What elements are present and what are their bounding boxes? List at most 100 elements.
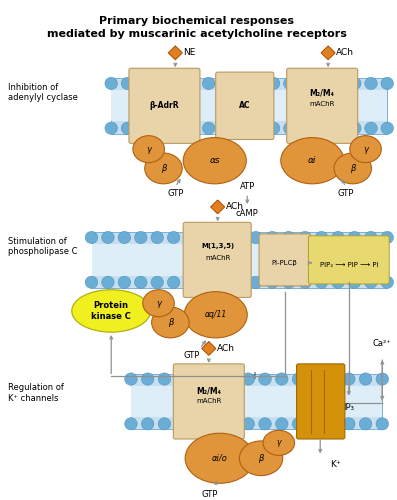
FancyBboxPatch shape [173,364,244,439]
Circle shape [299,232,311,243]
Text: β: β [161,164,166,173]
Circle shape [251,122,264,134]
Ellipse shape [239,441,283,476]
Circle shape [175,373,187,385]
Polygon shape [202,342,216,355]
Circle shape [121,78,134,90]
Circle shape [85,232,98,243]
Text: β-AdrR: β-AdrR [150,102,179,110]
Circle shape [282,232,295,243]
Circle shape [283,78,296,90]
Circle shape [251,78,264,90]
Text: γ: γ [156,298,161,308]
Circle shape [137,78,150,90]
Circle shape [125,373,137,385]
Text: cAMP: cAMP [236,209,258,218]
Circle shape [316,78,329,90]
Circle shape [170,78,183,90]
Text: Stimulation of
phospholipase C: Stimulation of phospholipase C [8,237,77,256]
Circle shape [266,232,279,243]
Polygon shape [211,200,225,213]
Circle shape [184,232,197,243]
Text: Regulation of
K⁺ channels: Regulation of K⁺ channels [8,383,64,402]
Circle shape [381,78,393,90]
Text: IP₃: IP₃ [343,402,354,411]
Circle shape [175,418,187,430]
Text: M₂/M₄: M₂/M₄ [196,386,221,396]
Circle shape [151,276,164,288]
Circle shape [158,418,171,430]
Text: ACh: ACh [336,48,354,58]
Polygon shape [321,46,335,60]
Circle shape [348,276,361,288]
Circle shape [326,373,338,385]
Circle shape [359,418,372,430]
Circle shape [349,122,361,134]
Circle shape [225,418,238,430]
Circle shape [235,122,247,134]
Ellipse shape [133,136,164,162]
Text: mAChR: mAChR [196,398,222,404]
Ellipse shape [185,433,254,484]
Circle shape [365,78,377,90]
Circle shape [365,122,377,134]
Circle shape [158,373,171,385]
Circle shape [105,122,118,134]
Circle shape [202,122,215,134]
Circle shape [267,78,280,90]
Circle shape [250,276,262,288]
Circle shape [219,78,231,90]
Circle shape [121,122,134,134]
Circle shape [381,276,393,288]
Ellipse shape [183,138,246,184]
Circle shape [343,373,355,385]
Ellipse shape [281,138,344,184]
Circle shape [135,276,147,288]
Circle shape [315,232,328,243]
Text: PI-PLCβ: PI-PLCβ [272,260,298,266]
Circle shape [202,78,215,90]
Circle shape [225,373,238,385]
Circle shape [309,418,322,430]
Ellipse shape [145,153,182,184]
Circle shape [259,373,271,385]
Text: GTP: GTP [184,350,200,360]
Circle shape [137,122,150,134]
Circle shape [105,78,118,90]
Circle shape [125,418,137,430]
Circle shape [259,418,271,430]
Text: Primary biochemical responses: Primary biochemical responses [100,16,295,26]
Circle shape [200,276,213,288]
Circle shape [364,232,377,243]
Text: ACh: ACh [217,344,235,353]
Circle shape [300,122,312,134]
FancyBboxPatch shape [129,68,200,144]
Bar [91,232,387,288]
Text: kinase C: kinase C [91,312,131,321]
Circle shape [135,232,147,243]
Circle shape [309,373,322,385]
Circle shape [326,418,338,430]
Text: Protein: Protein [94,300,129,310]
Circle shape [154,78,166,90]
Circle shape [168,232,180,243]
Circle shape [266,276,279,288]
Bar [131,374,382,430]
Circle shape [381,122,393,134]
Circle shape [118,276,131,288]
Text: GTP: GTP [167,189,183,198]
Circle shape [376,418,389,430]
Text: αq/11: αq/11 [204,310,227,320]
Text: αi: αi [308,156,316,165]
Text: mAChR: mAChR [205,255,230,261]
Circle shape [276,418,288,430]
Circle shape [118,232,131,243]
Circle shape [168,276,180,288]
Text: γ: γ [363,144,368,154]
Text: M(1,3,5): M(1,3,5) [201,244,234,250]
Bar [91,244,387,276]
Circle shape [349,78,361,90]
Text: M₂/M₄: M₂/M₄ [310,89,335,98]
Text: GTP: GTP [338,189,354,198]
Text: γ: γ [146,144,151,154]
